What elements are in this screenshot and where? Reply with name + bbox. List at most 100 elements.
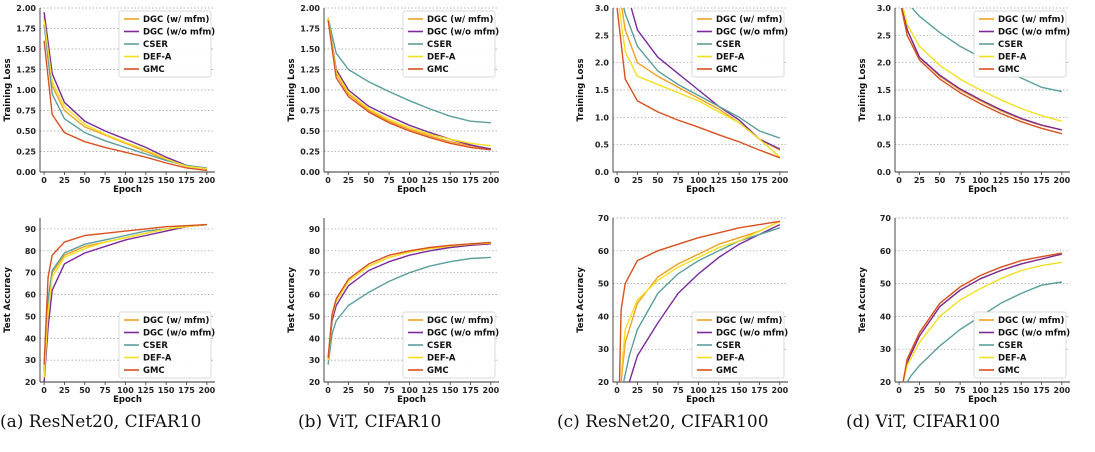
y-tick-label: 2.00 bbox=[16, 4, 36, 13]
x-tick-label: 200 bbox=[199, 176, 216, 185]
series-line bbox=[618, 8, 781, 158]
x-axis-label: Epoch bbox=[686, 185, 715, 195]
x-tick-label: 125 bbox=[421, 386, 438, 395]
y-axis-label: Training Loss bbox=[858, 58, 868, 121]
y-axis-label: Training Loss bbox=[3, 58, 13, 121]
legend-entry: DGC (w/ mfm) bbox=[716, 316, 782, 326]
series-line bbox=[622, 227, 781, 382]
x-tick-label: 175 bbox=[751, 176, 768, 185]
chart-panel-3: 0.0 0.5 1.0 1.5 2.0 2.5 3.0 0 25 50 75 100 125 150 175… bbox=[576, 4, 789, 195]
x-tick-label: 175 bbox=[178, 386, 195, 395]
y-tick-label: 0.50 bbox=[16, 127, 36, 136]
x-tick-label: 200 bbox=[772, 176, 789, 185]
x-axis-label: Epoch bbox=[397, 185, 426, 195]
x-axis-label: Epoch bbox=[113, 185, 142, 195]
series-line bbox=[43, 223, 207, 365]
x-tick-label: 125 bbox=[992, 386, 1009, 395]
x-tick-label: 25 bbox=[914, 176, 926, 185]
series-line bbox=[43, 223, 207, 378]
y-tick-label: 80 bbox=[25, 247, 37, 256]
x-tick-label: 75 bbox=[955, 386, 967, 395]
legend: DGC (w/ mfm) DGC (w/o mfm) CSER DEF-A GMC bbox=[118, 311, 215, 379]
series-line bbox=[620, 220, 781, 382]
x-tick-label: 175 bbox=[1033, 176, 1050, 185]
legend-entry: CSER bbox=[998, 40, 1023, 50]
y-tick-label: 50 bbox=[309, 312, 321, 321]
legend-entry: GMC bbox=[998, 65, 1020, 75]
series-line bbox=[327, 17, 491, 147]
legend-entry: DEF-A bbox=[143, 354, 172, 364]
x-tick-label: 50 bbox=[363, 386, 375, 395]
x-tick-label: 0 bbox=[325, 176, 331, 185]
series-line bbox=[43, 40, 207, 172]
y-axis-label: Training Loss bbox=[576, 58, 586, 121]
x-tick-label: 100 bbox=[401, 176, 418, 185]
x-tick-label: 175 bbox=[178, 176, 195, 185]
series-line bbox=[43, 20, 207, 170]
x-tick-label: 125 bbox=[137, 176, 154, 185]
x-tick-label: 25 bbox=[59, 386, 71, 395]
y-tick-label: 0.5 bbox=[595, 141, 610, 150]
x-tick-label: 25 bbox=[632, 386, 644, 395]
x-tick-label: 25 bbox=[632, 176, 644, 185]
y-tick-label: 2.0 bbox=[877, 59, 892, 68]
series-line bbox=[43, 12, 208, 170]
y-tick-label: 90 bbox=[309, 225, 321, 234]
x-tick-label: 200 bbox=[1054, 386, 1071, 395]
y-tick-label: 1.0 bbox=[595, 113, 610, 122]
y-tick-label: 60 bbox=[880, 247, 892, 256]
y-tick-label: 0.50 bbox=[300, 127, 320, 136]
legend-entry: CSER bbox=[427, 40, 452, 50]
legend-entry: DGC (w/ mfm) bbox=[716, 15, 782, 25]
x-tick-label: 100 bbox=[690, 176, 707, 185]
legend-entry: DEF-A bbox=[998, 53, 1027, 63]
series-line bbox=[630, 8, 781, 150]
x-tick-label: 125 bbox=[710, 386, 727, 395]
chart-panel-7: 20 30 40 50 60 70 0 25 50 75 100 125 150 175 200 Epoch T… bbox=[576, 214, 789, 405]
series-line bbox=[623, 8, 781, 139]
series-line bbox=[906, 281, 1063, 382]
y-tick-label: 20 bbox=[880, 378, 892, 387]
series-line bbox=[901, 8, 1063, 131]
legend-entry: DGC (w/ mfm) bbox=[998, 316, 1064, 326]
x-tick-label: 125 bbox=[137, 386, 154, 395]
series-line bbox=[902, 8, 1063, 122]
legend: DGC (w/ mfm) DGC (w/o mfm) CSER DEF-A GMC bbox=[973, 311, 1070, 379]
legend: DGC (w/ mfm) DGC (w/o mfm) CSER DEF-A GMC bbox=[402, 10, 499, 78]
y-tick-label: 0.25 bbox=[300, 148, 320, 157]
caption-a: (a) ResNet20, CIFAR10 bbox=[0, 412, 202, 432]
series-line bbox=[900, 8, 1063, 135]
legend: DGC (w/ mfm) DGC (w/o mfm) CSER DEF-A GMC bbox=[691, 311, 788, 379]
x-tick-label: 75 bbox=[673, 386, 685, 395]
chart-panel-1: 0.00 0.25 0.50 0.75 1.00 1.25 1.50 1.75 2.00 0 25 5… bbox=[3, 4, 216, 195]
legend: DGC (w/ mfm) DGC (w/o mfm) CSER DEF-A GMC bbox=[691, 10, 788, 78]
legend-entry: DGC (w/o mfm) bbox=[716, 329, 788, 339]
x-tick-label: 25 bbox=[343, 176, 355, 185]
series-line bbox=[327, 256, 491, 365]
legend-entry: CSER bbox=[716, 40, 741, 50]
x-tick-label: 150 bbox=[442, 386, 459, 395]
y-tick-label: 1.75 bbox=[300, 25, 320, 34]
y-tick-label: 40 bbox=[309, 334, 321, 343]
legend-entry: DGC (w/o mfm) bbox=[998, 329, 1070, 339]
y-tick-label: 70 bbox=[309, 269, 321, 278]
y-tick-label: 20 bbox=[309, 378, 321, 387]
legend-entry: DGC (w/ mfm) bbox=[998, 15, 1064, 25]
series-line bbox=[327, 17, 491, 124]
y-tick-label: 20 bbox=[25, 378, 37, 387]
x-tick-label: 150 bbox=[731, 386, 748, 395]
caption-c: (c) ResNet20, CIFAR100 bbox=[557, 412, 769, 432]
legend-entry: GMC bbox=[143, 65, 165, 75]
caption-d: (d) ViT, CIFAR100 bbox=[846, 412, 1001, 432]
y-axis-label: Training Loss bbox=[287, 58, 297, 121]
x-tick-label: 125 bbox=[992, 176, 1009, 185]
y-tick-label: 30 bbox=[598, 345, 610, 354]
y-tick-label: 1.50 bbox=[300, 45, 320, 54]
y-tick-label: 2.0 bbox=[595, 59, 610, 68]
legend-entry: DGC (w/o mfm) bbox=[998, 28, 1070, 38]
x-tick-label: 175 bbox=[1033, 386, 1050, 395]
series-line bbox=[616, 8, 781, 159]
legend-entry: GMC bbox=[143, 366, 165, 376]
x-tick-label: 0 bbox=[325, 386, 331, 395]
legend-entry: DEF-A bbox=[143, 53, 172, 63]
